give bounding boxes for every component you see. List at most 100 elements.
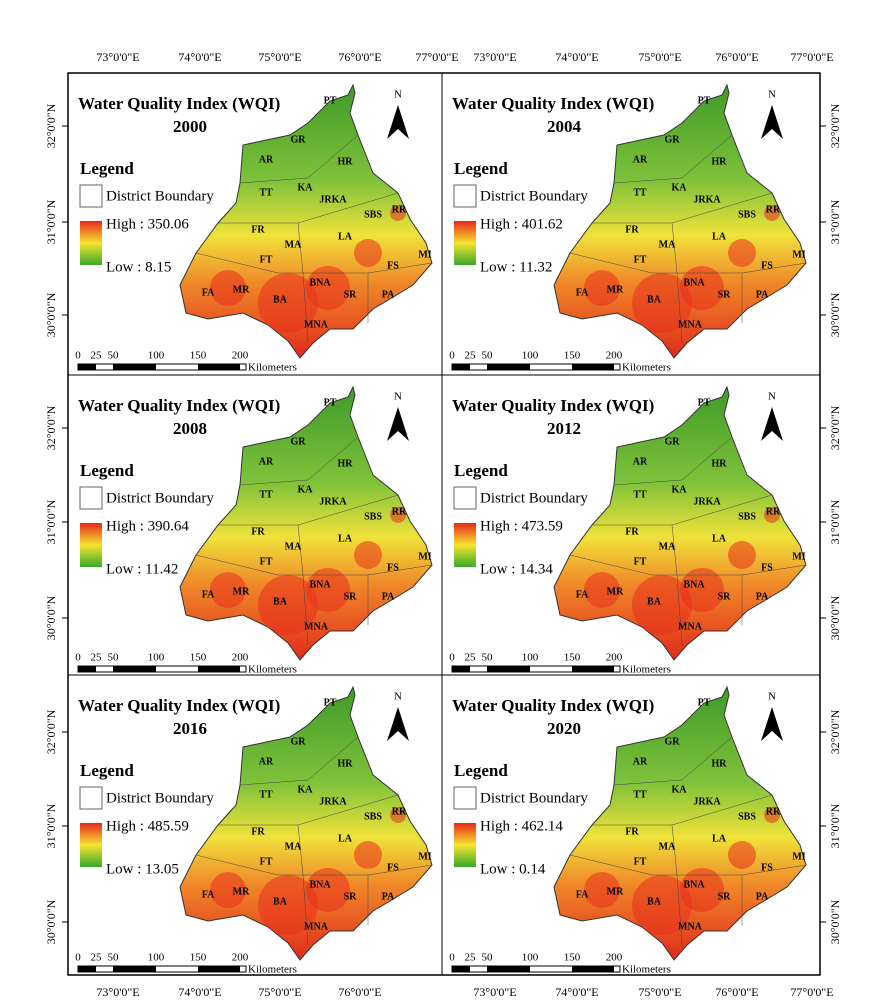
scale-segment: [572, 364, 614, 370]
district-lines: [671, 222, 683, 344]
district-lines: [569, 554, 807, 576]
hotspot: [354, 841, 382, 869]
longitude-label: 75°0'0"E: [258, 985, 301, 999]
district-lines: [195, 252, 433, 274]
legend-low: Low : 14.34: [480, 561, 553, 577]
legend-boundary-swatch: [453, 184, 477, 208]
scale-segment: [572, 966, 614, 972]
district-label: BA: [647, 294, 662, 305]
scale-segment: [78, 666, 96, 672]
hotspot: [210, 872, 246, 908]
district-label: FT: [260, 254, 273, 265]
north-label: N: [768, 691, 776, 703]
legend-boundary-label: District Boundary: [106, 790, 214, 806]
district-label: BNA: [683, 579, 705, 590]
hotspot: [354, 239, 382, 267]
hotspot: [584, 270, 620, 306]
district-lines: [239, 134, 359, 184]
north-arrow: [387, 707, 409, 741]
district-label: MI: [792, 851, 805, 862]
district-label: MA: [285, 541, 302, 552]
hotspot: [728, 541, 756, 569]
hotspots: [210, 205, 406, 333]
scale-label: 50: [108, 350, 120, 362]
scale-label: 50: [482, 652, 494, 664]
district-label: MI: [418, 551, 431, 562]
latitude-label: 31°0'0"N: [828, 199, 842, 244]
district-label: MA: [659, 841, 676, 852]
scale-label: 25: [91, 652, 103, 664]
latitude-label: 30°0'0"N: [828, 595, 842, 640]
legend-low: Low : 13.05: [106, 861, 179, 877]
scale-label: 200: [232, 350, 249, 362]
scale-label: 100: [522, 652, 539, 664]
scale-segment: [113, 666, 156, 672]
district-label: PA: [756, 891, 769, 902]
district-label: KA: [672, 182, 688, 193]
longitude-label: 75°0'0"E: [638, 985, 681, 999]
hotspots: [210, 807, 406, 935]
district-label: AR: [633, 756, 648, 767]
legend-title: Legend: [80, 761, 134, 780]
scale-label: 0: [75, 952, 81, 964]
legend-title: Legend: [454, 159, 508, 178]
hotspot: [210, 270, 246, 306]
legend-boundary-swatch: [79, 486, 103, 510]
district-label: PA: [382, 289, 395, 300]
district-label: MR: [233, 586, 250, 597]
district-label: FS: [761, 862, 773, 873]
scale-label: 150: [190, 652, 207, 664]
longitude-label: 73°0'0"E: [96, 985, 139, 999]
scale-label: 25: [91, 952, 103, 964]
legend-color-ramp: [80, 523, 102, 567]
legend-boundary-label: District Boundary: [106, 188, 214, 204]
scale-segment: [198, 666, 240, 672]
panel-title: Water Quality Index (WQI): [78, 94, 280, 113]
district-label: SBS: [364, 511, 382, 522]
scale-label: 150: [564, 952, 581, 964]
longitude-label: 74°0'0"E: [178, 50, 221, 64]
district-label: FT: [260, 556, 273, 567]
legend-high: High : 350.06: [106, 216, 189, 232]
scale-unit: Kilometers: [248, 964, 297, 976]
district-label: FA: [202, 889, 215, 900]
district-label: MI: [418, 249, 431, 260]
map-frame: [67, 72, 821, 976]
district-label: TT: [259, 489, 273, 500]
district-label: HR: [712, 458, 728, 469]
panel-title: Water Quality Index (WQI): [452, 696, 654, 715]
panel-title: Water Quality Index (WQI): [78, 396, 280, 415]
district-label: MA: [285, 239, 302, 250]
panel-title: Water Quality Index (WQI): [452, 94, 654, 113]
hotspots: [584, 507, 780, 635]
district-label: MR: [233, 284, 250, 295]
panel-year: 2020: [547, 719, 581, 738]
map-panel: PT GR AR HR TT KA JRKA SBS RR FR LA MA FT MI FS FA MR BA B…: [449, 83, 807, 374]
district-label: BNA: [309, 879, 331, 890]
hotspots: [584, 807, 780, 935]
scale-segment: [198, 966, 240, 972]
district-label: SR: [718, 289, 732, 300]
latitude-label: 32°0'0"N: [44, 709, 58, 754]
district-label: MNA: [304, 921, 329, 932]
district-label: PA: [382, 591, 395, 602]
panel-year: 2008: [173, 419, 207, 438]
district-label: FT: [634, 856, 647, 867]
district-label: SR: [718, 591, 732, 602]
hotspot: [584, 572, 620, 608]
legend-boundary-swatch: [79, 786, 103, 810]
district-label: LA: [338, 533, 353, 544]
district-label: JRKA: [693, 496, 721, 507]
district-label: HR: [338, 156, 354, 167]
scale-label: 100: [522, 952, 539, 964]
longitude-label: 74°0'0"E: [555, 50, 598, 64]
hotspot: [258, 273, 318, 333]
scale-label: 200: [232, 652, 249, 664]
district-label: JRKA: [319, 194, 347, 205]
panel-year: 2016: [173, 719, 207, 738]
latitude-label: 31°0'0"N: [828, 499, 842, 544]
district-label: TT: [259, 789, 273, 800]
district-label: MR: [607, 886, 624, 897]
district-label: LA: [338, 833, 353, 844]
latitude-label: 32°0'0"N: [828, 709, 842, 754]
